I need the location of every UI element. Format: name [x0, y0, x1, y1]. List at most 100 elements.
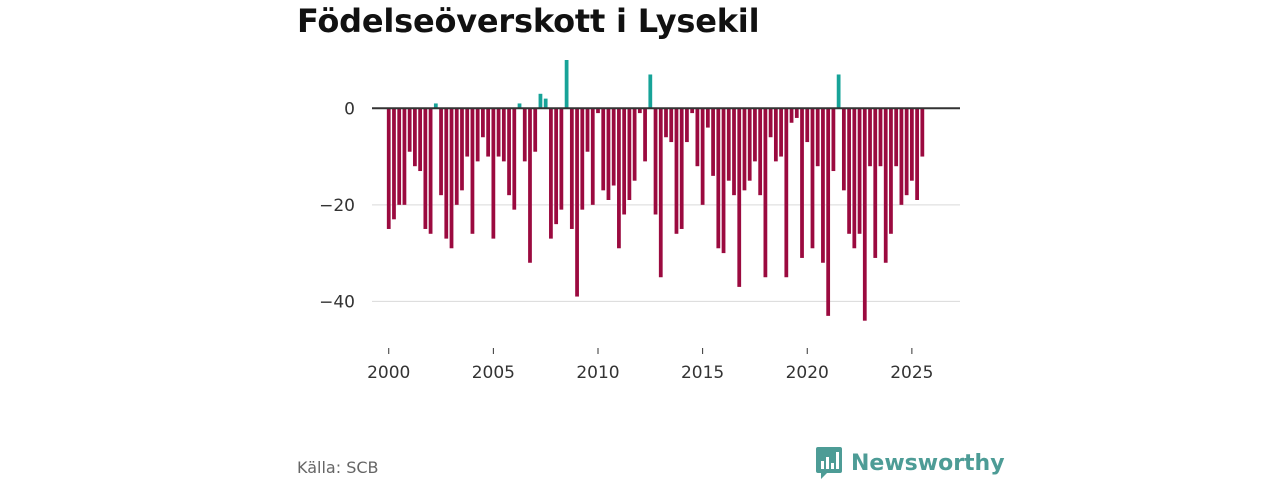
bar: [779, 108, 783, 157]
bar: [753, 108, 757, 162]
bar: [564, 60, 569, 109]
bar: [763, 108, 768, 278]
bar: [590, 108, 595, 205]
bar: [721, 108, 726, 254]
bar: [648, 74, 653, 109]
bar: [679, 108, 684, 229]
bar: [580, 108, 585, 210]
bar: [585, 108, 590, 152]
bar: [402, 108, 407, 205]
bar: [522, 108, 527, 162]
bar: [569, 108, 574, 229]
bar: [841, 108, 846, 191]
bar: [747, 108, 752, 181]
bar: [836, 74, 841, 109]
bar: [889, 108, 893, 234]
bar: [810, 108, 815, 249]
bar: [428, 108, 433, 234]
bar: [439, 108, 443, 196]
bar: [643, 108, 647, 162]
bar: [909, 108, 914, 181]
bar: [920, 108, 925, 157]
bar: [423, 108, 428, 229]
bar: [873, 108, 878, 258]
bar: [475, 108, 480, 162]
bar: [658, 108, 663, 278]
x-tick-label: 2025: [890, 363, 933, 383]
y-tick-label: −40: [319, 292, 355, 312]
x-tick-label: 2010: [576, 363, 619, 383]
bar: [711, 108, 715, 176]
bar: [664, 108, 668, 138]
bar: [669, 108, 674, 143]
bar: [386, 108, 391, 229]
bar: [454, 108, 459, 205]
bar: [554, 108, 559, 225]
bar: [726, 108, 731, 181]
y-axis-ticks: 0 −20 −40: [319, 99, 355, 312]
bar: [690, 108, 695, 114]
bar: [392, 108, 396, 220]
bar: [915, 108, 919, 200]
bar: [470, 108, 475, 234]
x-tick-label: 2005: [472, 363, 515, 383]
bar: [481, 108, 485, 138]
bar: [868, 108, 872, 167]
bar-chart: 0 −20 −40 2000 2005 2010 2015 2020 2025: [319, 60, 960, 383]
bar: [606, 108, 611, 200]
brand-logo[interactable]: Newsworthy: [815, 446, 1005, 480]
bar: [732, 108, 736, 196]
bar: [413, 108, 417, 167]
bar: [773, 108, 778, 162]
bar: [433, 103, 438, 109]
bar: [575, 108, 579, 297]
y-tick-label: 0: [344, 99, 355, 119]
bar: [852, 108, 857, 249]
bar: [512, 108, 517, 210]
bar: [768, 108, 773, 138]
bar: [617, 108, 621, 249]
bar: [716, 108, 721, 249]
bar: [705, 108, 710, 128]
bar: [878, 108, 883, 167]
y-tick-label: −20: [319, 196, 355, 216]
bar: [789, 108, 794, 123]
bar: [549, 108, 553, 239]
x-tick-label: 2015: [681, 363, 724, 383]
x-tick-label: 2020: [786, 363, 829, 383]
bar: [491, 108, 496, 239]
bar: [611, 108, 616, 186]
bar: [674, 108, 679, 234]
bar: [800, 108, 804, 258]
gridlines: [372, 204, 960, 302]
bar: [517, 103, 522, 109]
chart-title: Födelseöverskott i Lysekil: [297, 2, 760, 40]
bar: [465, 108, 470, 157]
bar: [857, 108, 862, 234]
bar: [418, 108, 423, 172]
bar: [826, 108, 831, 316]
bar: [397, 108, 402, 205]
bar: [847, 108, 851, 234]
bar: [700, 108, 705, 205]
x-axis-ticks: 2000 2005 2010 2015 2020 2025: [367, 348, 934, 383]
bar: [695, 108, 700, 167]
newsworthy-logo-icon: [816, 447, 842, 479]
bar: [449, 108, 454, 249]
bar: [883, 108, 888, 263]
bar: [815, 108, 820, 167]
bar: [559, 108, 564, 210]
bar: [627, 108, 632, 200]
bar: [538, 93, 543, 109]
source-note: Källa: SCB: [297, 458, 379, 477]
bar: [407, 108, 412, 152]
bar: [737, 108, 742, 287]
bar: [444, 108, 449, 239]
bar: [460, 108, 464, 191]
bar: [794, 108, 799, 118]
bar: [653, 108, 658, 215]
bar: [632, 108, 637, 181]
bar: [742, 108, 747, 191]
bar: [601, 108, 606, 191]
bar: [758, 108, 763, 196]
